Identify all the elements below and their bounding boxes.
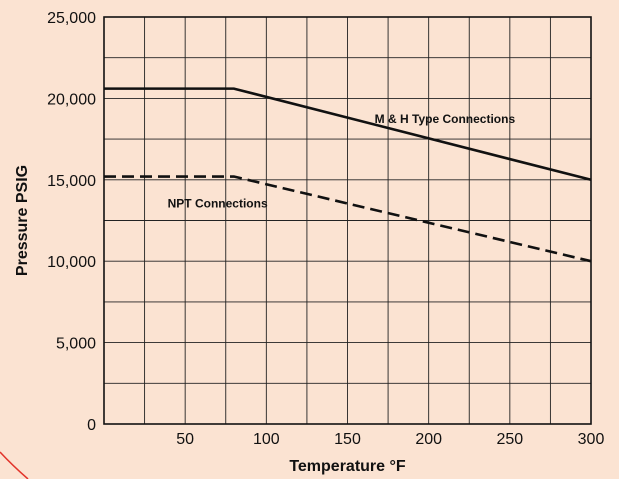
x-tick-label: 250 (496, 431, 523, 448)
x-tick-label: 50 (176, 431, 194, 448)
x-tick-label: 100 (253, 431, 280, 448)
y-tick-label: 20,000 (47, 91, 96, 108)
series-annotation: NPT Connections (168, 196, 268, 210)
x-tick-labels: 50 100 150 200 250 300 (176, 431, 604, 448)
corner-accent-curve (0, 451, 29, 479)
series-annotation: M & H Type Connections (375, 112, 516, 126)
y-tick-label: 10,000 (47, 254, 96, 271)
series-line-0 (104, 87, 592, 182)
y-tick-label: 5,000 (56, 336, 96, 353)
annotations: M & H Type Connections NPT Connections (168, 112, 516, 211)
x-tick-label: 150 (334, 431, 361, 448)
y-tick-label: 25,000 (47, 10, 96, 27)
y-tick-label: 15,000 (47, 173, 96, 190)
x-tick-label: 300 (578, 431, 605, 448)
series-group (104, 87, 592, 263)
y-axis-title: Pressure PSIG (14, 165, 31, 276)
series-line-1 (104, 175, 592, 263)
x-tick-label: 200 (415, 431, 442, 448)
y-tick-labels: 0 5,000 10,000 15,000 20,000 25,000 (47, 10, 96, 434)
y-tick-label: 0 (87, 417, 96, 434)
x-axis-title: Temperature °F (289, 458, 406, 475)
plot-frame (103, 16, 592, 425)
